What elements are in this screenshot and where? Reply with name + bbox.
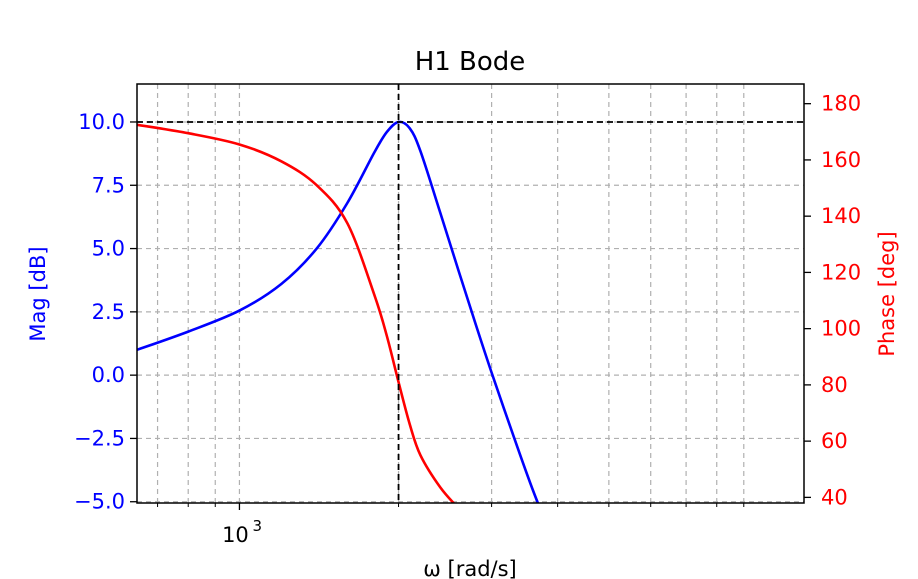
y-tick-label-left: −5.0 xyxy=(74,490,125,514)
x-axis-label: ω [rad/s] xyxy=(423,557,517,579)
x-tick-label-exponent: 3 xyxy=(252,517,262,535)
plot-frame xyxy=(136,83,805,504)
y-tick-label-right: 160 xyxy=(821,148,861,172)
grid xyxy=(137,84,804,503)
y-axis-label-right: Phase [deg] xyxy=(875,231,899,356)
phase-line xyxy=(137,123,456,503)
y-tick-label-right: 80 xyxy=(821,373,848,397)
ticks: 10 3 10.0 7.5 5.0 2.5 0.0 −2.5 −5.0 180 160 140 120 1… xyxy=(74,92,861,547)
y-tick-label-right: 140 xyxy=(821,204,861,228)
y-tick-label-left: 5.0 xyxy=(92,237,125,261)
y-tick-label-right: 180 xyxy=(821,92,861,116)
x-tick-label: 10 xyxy=(222,523,249,547)
y-tick-label-left: 7.5 xyxy=(92,173,125,197)
series-layer xyxy=(137,120,540,503)
reference-lines xyxy=(137,84,804,503)
y-tick-label-right: 60 xyxy=(821,429,848,453)
chart-title: H1 Bode xyxy=(415,47,526,77)
y-tick-label-right: 100 xyxy=(821,317,861,341)
y-tick-label-right: 40 xyxy=(821,485,848,509)
magnitude-line xyxy=(137,120,540,503)
y-tick-label-right: 120 xyxy=(821,260,861,284)
y-tick-label-left: 2.5 xyxy=(92,300,125,324)
y-tick-label-left: 0.0 xyxy=(92,363,125,387)
y-tick-label-left: −2.5 xyxy=(74,426,125,450)
y-axis-label-left: Mag [dB] xyxy=(26,246,50,341)
y-tick-label-left: 10.0 xyxy=(78,110,125,134)
